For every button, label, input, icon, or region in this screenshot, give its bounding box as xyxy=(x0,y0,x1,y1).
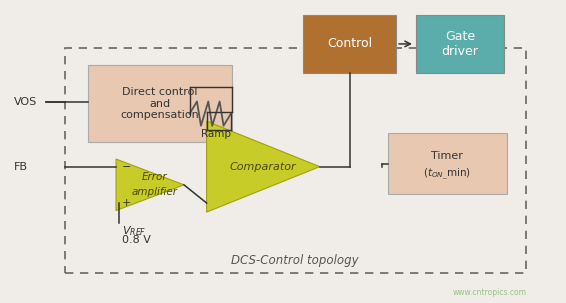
Bar xyxy=(88,65,232,142)
Text: VOS: VOS xyxy=(14,96,37,107)
Bar xyxy=(65,48,526,273)
Polygon shape xyxy=(116,159,184,211)
Text: −: − xyxy=(122,161,131,172)
Text: ($t_{ON\_}$min): ($t_{ON\_}$min) xyxy=(423,166,471,181)
Bar xyxy=(416,15,504,73)
Text: Comparator: Comparator xyxy=(230,161,297,172)
Text: DCS-Control topology: DCS-Control topology xyxy=(230,254,358,267)
Text: FB: FB xyxy=(14,161,28,172)
Polygon shape xyxy=(207,121,320,212)
Text: Control: Control xyxy=(327,38,372,50)
Text: www.cntropics.com: www.cntropics.com xyxy=(452,288,526,297)
Text: $V_{REF}$: $V_{REF}$ xyxy=(122,224,146,238)
Text: Error: Error xyxy=(142,172,167,182)
Text: Direct control
and
compensation: Direct control and compensation xyxy=(121,87,199,120)
Bar xyxy=(303,15,396,73)
Text: Gate
driver: Gate driver xyxy=(441,30,478,58)
Text: Timer: Timer xyxy=(431,151,463,161)
Text: amplifier: amplifier xyxy=(131,187,177,198)
Text: +: + xyxy=(122,198,131,208)
Text: 0.8 V: 0.8 V xyxy=(122,235,151,245)
Text: Ramp: Ramp xyxy=(201,129,231,139)
Bar xyxy=(388,133,507,194)
